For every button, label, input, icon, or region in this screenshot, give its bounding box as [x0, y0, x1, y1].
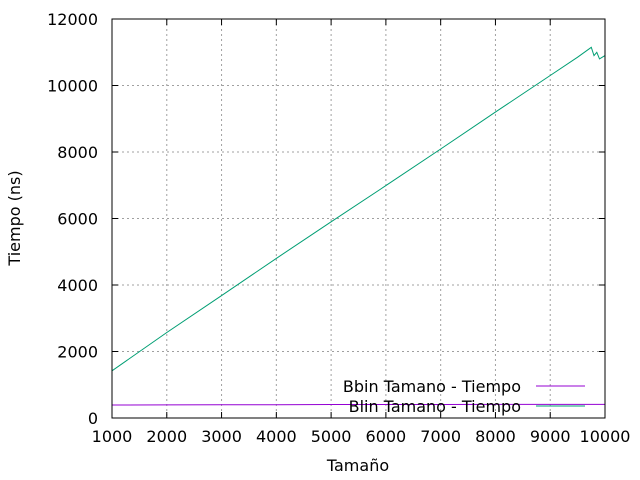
series-line-1 [111, 46, 606, 372]
x-tick-label: 9000 [530, 427, 571, 446]
axis-ticks: 1000 2000 3000 4000 5000 6000 7000 8000 9000 1000… [47, 10, 630, 446]
y-tick-label: 0 [88, 409, 98, 428]
x-tick-label: 4000 [256, 427, 297, 446]
x-tick-label: 2000 [146, 427, 187, 446]
y-tick-label: 2000 [57, 343, 98, 362]
y-tick-label: 6000 [57, 210, 98, 229]
grid [112, 19, 605, 418]
x-tick-label: 6000 [366, 427, 407, 446]
x-tick-label: 7000 [420, 427, 461, 446]
series-layer [111, 46, 606, 406]
x-tick-label: 5000 [311, 427, 352, 446]
x-axis-label: Tamaño [326, 456, 389, 475]
x-tick-label: 10000 [580, 427, 631, 446]
x-tick-label: 1000 [92, 427, 133, 446]
y-tick-label: 10000 [47, 77, 98, 96]
legend-entry-label: Blin Tamano - Tiempo [349, 397, 521, 416]
y-tick-label: 4000 [57, 276, 98, 295]
plot-frame [111, 18, 606, 419]
x-tick-label: 3000 [201, 427, 242, 446]
series-line-0 [111, 403, 605, 406]
legend-entry-label: Bbin Tamano - Tiempo [343, 377, 521, 396]
y-axis-label: Tiempo (ns) [5, 170, 24, 266]
y-tick-label: 8000 [57, 143, 98, 162]
x-tick-label: 8000 [475, 427, 516, 446]
y-tick-label: 12000 [47, 10, 98, 29]
